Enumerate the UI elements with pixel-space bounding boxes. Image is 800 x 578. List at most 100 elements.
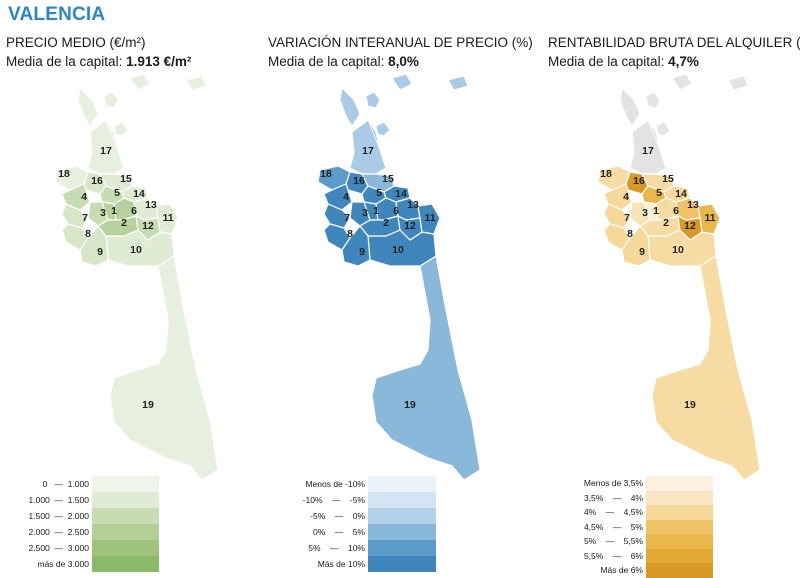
district-17[interactable] bbox=[629, 119, 667, 175]
legend-swatch bbox=[92, 476, 159, 492]
district-label-6: 6 bbox=[393, 205, 399, 217]
district-label-11: 11 bbox=[162, 212, 173, 224]
legend-item: 4% — 4,5% bbox=[582, 505, 713, 520]
district-label-13: 13 bbox=[687, 199, 699, 211]
map-fragment bbox=[365, 91, 381, 109]
legend-swatch bbox=[368, 508, 436, 524]
legend-item: 2.500 — 3.000 bbox=[28, 540, 159, 556]
legend-label: 2.500 — 3.000 bbox=[28, 543, 90, 553]
legend-label: -5% — 0% bbox=[310, 511, 365, 521]
district-label-16: 16 bbox=[91, 175, 103, 187]
legend-item: 0% — 5% bbox=[298, 524, 436, 540]
legend-swatch bbox=[368, 476, 436, 492]
legend-swatch bbox=[646, 519, 713, 534]
district-label-17: 17 bbox=[362, 145, 374, 157]
city-outline bbox=[317, 119, 481, 481]
legend-label: 0 — 1.000 bbox=[42, 479, 89, 489]
district-4[interactable] bbox=[61, 183, 91, 211]
map-fragment bbox=[103, 91, 119, 109]
district-label-12: 12 bbox=[684, 220, 696, 232]
district-label-17: 17 bbox=[100, 145, 112, 157]
district-label-5: 5 bbox=[656, 187, 662, 199]
map-fragment bbox=[619, 86, 641, 127]
legend-item: más de 3.000 bbox=[28, 556, 159, 572]
district-label-6: 6 bbox=[131, 205, 137, 217]
legend-swatch bbox=[646, 563, 713, 578]
legend-item: 4,5% — 5% bbox=[582, 519, 713, 534]
legend-label: 3,5% — 4% bbox=[583, 492, 643, 503]
legend-label: más de 3.000 bbox=[37, 559, 89, 569]
district-4[interactable] bbox=[603, 183, 633, 211]
district-label-1: 1 bbox=[111, 205, 117, 217]
map-fragment bbox=[77, 86, 99, 127]
district-label-19: 19 bbox=[404, 399, 416, 411]
district-label-9: 9 bbox=[639, 246, 645, 258]
panel-heading: VARIACIÓN INTERANUAL DE PRECIO (%) Media … bbox=[268, 34, 534, 71]
legend-label: 5% — 10% bbox=[308, 543, 365, 553]
district-17[interactable] bbox=[87, 119, 125, 175]
district-19[interactable] bbox=[109, 255, 219, 481]
district-label-18: 18 bbox=[320, 168, 332, 180]
legend-swatch bbox=[92, 508, 159, 524]
map-fragment bbox=[655, 121, 671, 137]
legend-swatch bbox=[646, 548, 713, 563]
legend-swatch bbox=[646, 490, 713, 505]
district-label-7: 7 bbox=[82, 212, 88, 224]
legend-label: Menos de 3,5% bbox=[583, 478, 643, 488]
district-label-4: 4 bbox=[343, 191, 349, 203]
legend-label: 5% — 5,5% bbox=[583, 536, 643, 546]
district-label-4: 4 bbox=[81, 191, 87, 203]
panel-variacion: VARIACIÓN INTERANUAL DE PRECIO (%) Media … bbox=[262, 0, 533, 578]
map-fragment bbox=[375, 121, 391, 137]
subtitle-value: 8,0% bbox=[388, 54, 419, 69]
district-label-12: 12 bbox=[142, 220, 154, 232]
district-map: 19 10 17 18 16 15 4 5 14 3 1 6 13 7 2 12 11 8 9 bbox=[0, 70, 266, 490]
district-label-2: 2 bbox=[121, 217, 127, 229]
district-19[interactable] bbox=[651, 255, 761, 481]
map-fragment bbox=[727, 75, 749, 91]
district-label-14: 14 bbox=[675, 188, 687, 200]
district-17[interactable] bbox=[349, 119, 387, 175]
legend-item: 2.000 — 2.500 bbox=[28, 524, 159, 540]
panel-heading: RENTABILIDAD BRUTA DEL ALQUILER (%) Media… bbox=[548, 34, 800, 71]
map-fragment bbox=[391, 73, 413, 91]
district-label-17: 17 bbox=[642, 145, 654, 157]
panel-subtitle: Media de la capital: 8,0% bbox=[268, 52, 534, 71]
district-4[interactable] bbox=[323, 183, 353, 211]
legend-label: Más de 6% bbox=[600, 565, 643, 575]
district-map: 19 10 17 18 16 15 4 5 14 3 1 6 13 7 2 12 11 8 9 bbox=[542, 70, 800, 490]
district-label-2: 2 bbox=[663, 217, 669, 229]
legend-swatch bbox=[92, 540, 159, 556]
legend-label: Menos de -10% bbox=[305, 479, 365, 489]
legend-swatch bbox=[92, 556, 159, 572]
legend-item: 5% — 10% bbox=[298, 540, 436, 556]
legend-label: Más de 10% bbox=[317, 559, 365, 569]
district-label-7: 7 bbox=[624, 212, 630, 224]
legend-item: 3,5% — 4% bbox=[582, 490, 713, 505]
district-label-6: 6 bbox=[673, 205, 679, 217]
district-label-8: 8 bbox=[85, 228, 91, 240]
panel-title: VARIACIÓN INTERANUAL DE PRECIO (%) bbox=[268, 35, 533, 50]
district-label-19: 19 bbox=[142, 399, 154, 411]
district-label-19: 19 bbox=[684, 399, 696, 411]
legend-label: 5,5% — 6% bbox=[583, 550, 643, 561]
map-fragment bbox=[339, 86, 361, 127]
district-label-8: 8 bbox=[627, 228, 633, 240]
district-map: 19 10 17 18 16 15 4 5 14 3 1 6 13 7 2 12 11 8 9 bbox=[262, 70, 528, 490]
legend-swatch bbox=[646, 505, 713, 520]
city-outline bbox=[55, 119, 219, 481]
legend-item: Más de 6% bbox=[582, 563, 713, 578]
legend-item: Más de 10% bbox=[298, 556, 436, 572]
district-19[interactable] bbox=[371, 255, 481, 481]
panel-precio: PRECIO MEDIO (€/m²) Media de la capital: … bbox=[0, 0, 266, 578]
legend-item: 1.500 — 2.000 bbox=[28, 508, 159, 524]
city-outline bbox=[597, 119, 761, 481]
city-title: VALENCIA bbox=[8, 4, 106, 25]
district-label-4: 4 bbox=[623, 191, 629, 203]
district-label-5: 5 bbox=[114, 187, 120, 199]
legend-item: Menos de 3,5% bbox=[582, 476, 713, 491]
district-label-3: 3 bbox=[642, 207, 648, 219]
legend-swatch bbox=[646, 476, 713, 491]
